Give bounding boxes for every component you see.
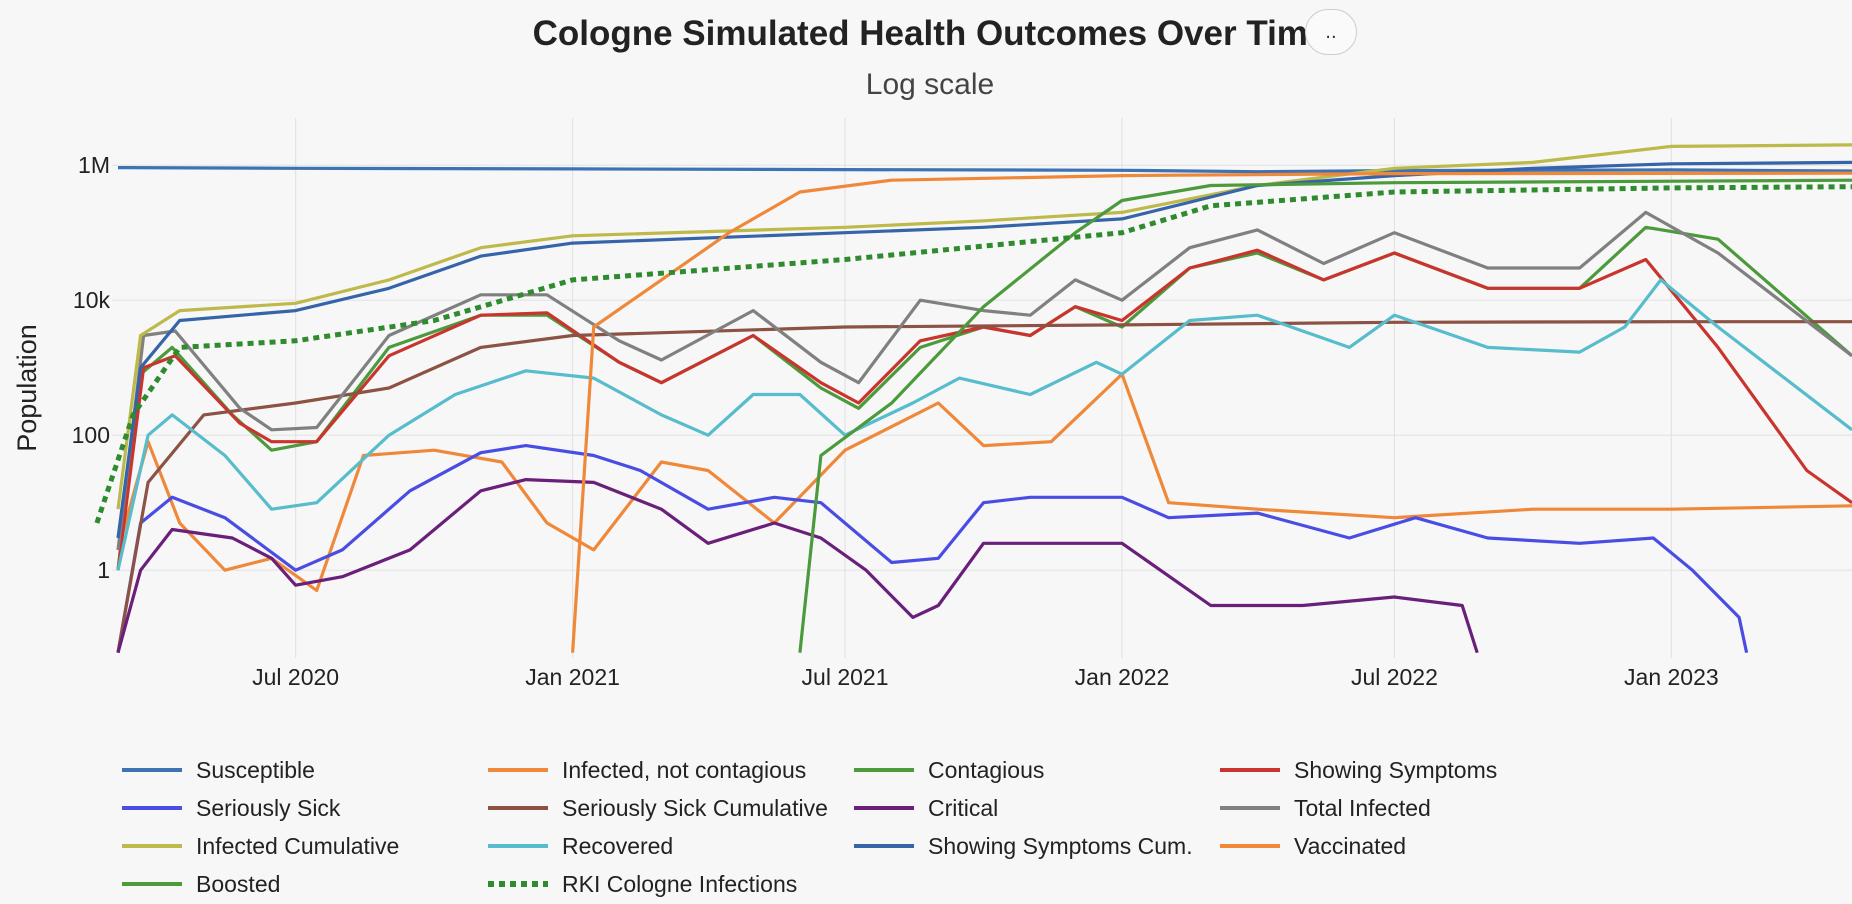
legend-label: Infected Cumulative bbox=[196, 832, 400, 859]
legend-item[interactable]: Boosted bbox=[120, 866, 280, 902]
series-line-seriously-sick-cumulative bbox=[116, 320, 1852, 653]
axes: Jul 2020 Jan 2021 Jul 2021 Jan 2022 Jul 2022… bbox=[72, 152, 1719, 690]
legend-swatch bbox=[1220, 768, 1280, 772]
legend-item[interactable]: Infected, not contagious bbox=[486, 752, 806, 788]
legend-label: Recovered bbox=[562, 832, 674, 859]
x-tick-label: Jan 2022 bbox=[1075, 664, 1170, 690]
legend-label: Showing Symptoms Cum. bbox=[928, 832, 1193, 859]
series-line-showing-symptoms bbox=[116, 248, 1852, 571]
series-lines bbox=[94, 143, 1852, 654]
legend-swatch bbox=[488, 768, 548, 772]
y-tick-label: 10k bbox=[73, 287, 111, 313]
legend-swatch bbox=[854, 768, 914, 772]
legend-swatch bbox=[1220, 806, 1280, 810]
chart-subtitle: Log scale bbox=[865, 68, 995, 101]
y-axis-label: Population bbox=[12, 324, 42, 452]
legend-swatch bbox=[488, 806, 548, 810]
series-line-total-infected bbox=[116, 210, 1852, 551]
y-tick-label: 1M bbox=[78, 152, 110, 178]
x-tick-label: Jul 2021 bbox=[802, 664, 889, 690]
series-line-susceptible bbox=[117, 166, 1852, 174]
x-tick-label: Jan 2021 bbox=[525, 664, 620, 690]
grid-lines bbox=[112, 118, 1852, 658]
legend-item[interactable]: Susceptible bbox=[120, 752, 315, 788]
legend-label: Vaccinated bbox=[1294, 832, 1407, 859]
legend-item[interactable]: Critical bbox=[852, 790, 998, 826]
legend-item[interactable]: Infected Cumulative bbox=[120, 828, 399, 864]
chart-title: Cologne Simulated Health Outcomes Over T… bbox=[532, 14, 1328, 53]
legend-label: RKI Cologne Infections bbox=[562, 870, 798, 897]
x-tick-label: Jan 2023 bbox=[1624, 664, 1719, 690]
legend-label: Infected, not contagious bbox=[562, 756, 807, 783]
legend-item[interactable]: Showing Symptoms Cum. bbox=[852, 828, 1193, 864]
legend-label: Total Infected bbox=[1294, 794, 1431, 821]
series-line-seriously-sick bbox=[116, 444, 1749, 654]
series-line-rki-cologne-infections bbox=[94, 184, 1852, 524]
series-line-infected-not-contagious bbox=[116, 372, 1852, 593]
legend-label: Contagious bbox=[928, 756, 1045, 783]
legend-item[interactable]: Contagious bbox=[852, 752, 1044, 788]
series-line-boosted bbox=[798, 178, 1852, 653]
legend-swatch bbox=[1220, 844, 1280, 848]
legend-label: Susceptible bbox=[196, 756, 315, 783]
x-tick-label: Jul 2022 bbox=[1351, 664, 1438, 690]
legend-item[interactable]: Seriously Sick bbox=[120, 790, 340, 826]
legend-item[interactable]: Recovered bbox=[486, 828, 673, 864]
y-tick-label: 100 bbox=[72, 422, 110, 448]
chart-menu-button[interactable]: .. bbox=[1305, 9, 1357, 55]
y-tick-label: 1 bbox=[97, 557, 110, 583]
legend-item[interactable]: Total Infected bbox=[1218, 790, 1431, 826]
legend-item[interactable]: Vaccinated bbox=[1218, 828, 1406, 864]
series-line-showing-symptoms-cum bbox=[116, 160, 1852, 539]
legend-label: Seriously Sick bbox=[196, 794, 341, 821]
chart-legend: Susceptible Infected, not contagious Conta… bbox=[120, 752, 1620, 902]
legend-swatch bbox=[122, 806, 182, 810]
line-chart: Jul 2020 Jan 2021 Jul 2021 Jan 2022 Jul 2022… bbox=[12, 118, 1852, 690]
legend-swatch bbox=[854, 806, 914, 810]
x-tick-label: Jul 2020 bbox=[252, 664, 339, 690]
legend-label: Showing Symptoms bbox=[1294, 756, 1498, 783]
legend-swatch bbox=[488, 844, 548, 848]
legend-item[interactable]: Seriously Sick Cumulative bbox=[486, 790, 828, 826]
legend-swatch bbox=[488, 881, 548, 887]
legend-swatch bbox=[122, 768, 182, 772]
legend-label: Seriously Sick Cumulative bbox=[562, 794, 828, 821]
series-line-vaccinated bbox=[571, 171, 1852, 653]
legend-item[interactable]: Showing Symptoms bbox=[1218, 752, 1497, 788]
legend-swatch bbox=[122, 882, 182, 886]
series-line-infected-cumulative bbox=[116, 143, 1852, 510]
legend-label: Critical bbox=[928, 794, 999, 821]
legend-label: Boosted bbox=[196, 870, 281, 897]
legend-item[interactable]: RKI Cologne Infections bbox=[486, 866, 797, 902]
legend-swatch bbox=[122, 844, 182, 848]
legend-swatch bbox=[854, 844, 914, 848]
series-line-recovered bbox=[116, 278, 1852, 571]
series-line-critical bbox=[116, 478, 1479, 654]
